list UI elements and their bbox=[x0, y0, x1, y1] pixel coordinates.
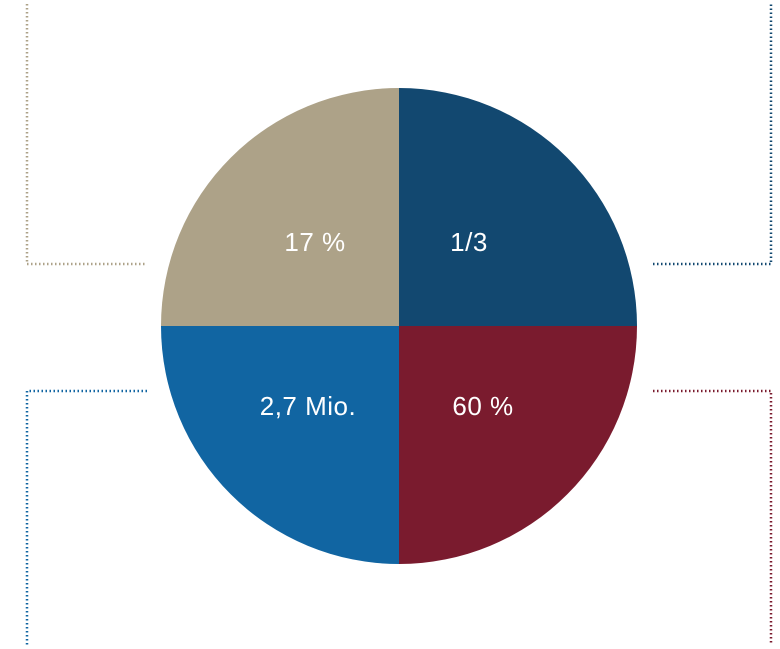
slice-labels: 1/3 60 % 2,7 Mio. 17 % bbox=[260, 227, 513, 421]
callout-line-top-left bbox=[25, 4, 147, 266]
callout-line-bottom-right bbox=[653, 389, 773, 645]
slice-label-bottom-left: 2,7 Mio. bbox=[260, 391, 357, 421]
callout-line-top-right bbox=[653, 4, 773, 266]
pie-slice-bottom-left bbox=[161, 326, 399, 564]
pie-slice-top-right bbox=[399, 88, 637, 326]
callout-lines bbox=[25, 4, 773, 645]
callout-line-bottom-left bbox=[25, 389, 147, 645]
slice-label-bottom-right: 60 % bbox=[452, 391, 513, 421]
pie-slices bbox=[161, 88, 637, 564]
pie-slice-bottom-right bbox=[399, 326, 637, 564]
slice-label-top-left: 17 % bbox=[284, 227, 345, 257]
slice-label-top-right: 1/3 bbox=[450, 227, 488, 257]
pie-slice-top-left bbox=[161, 88, 399, 326]
